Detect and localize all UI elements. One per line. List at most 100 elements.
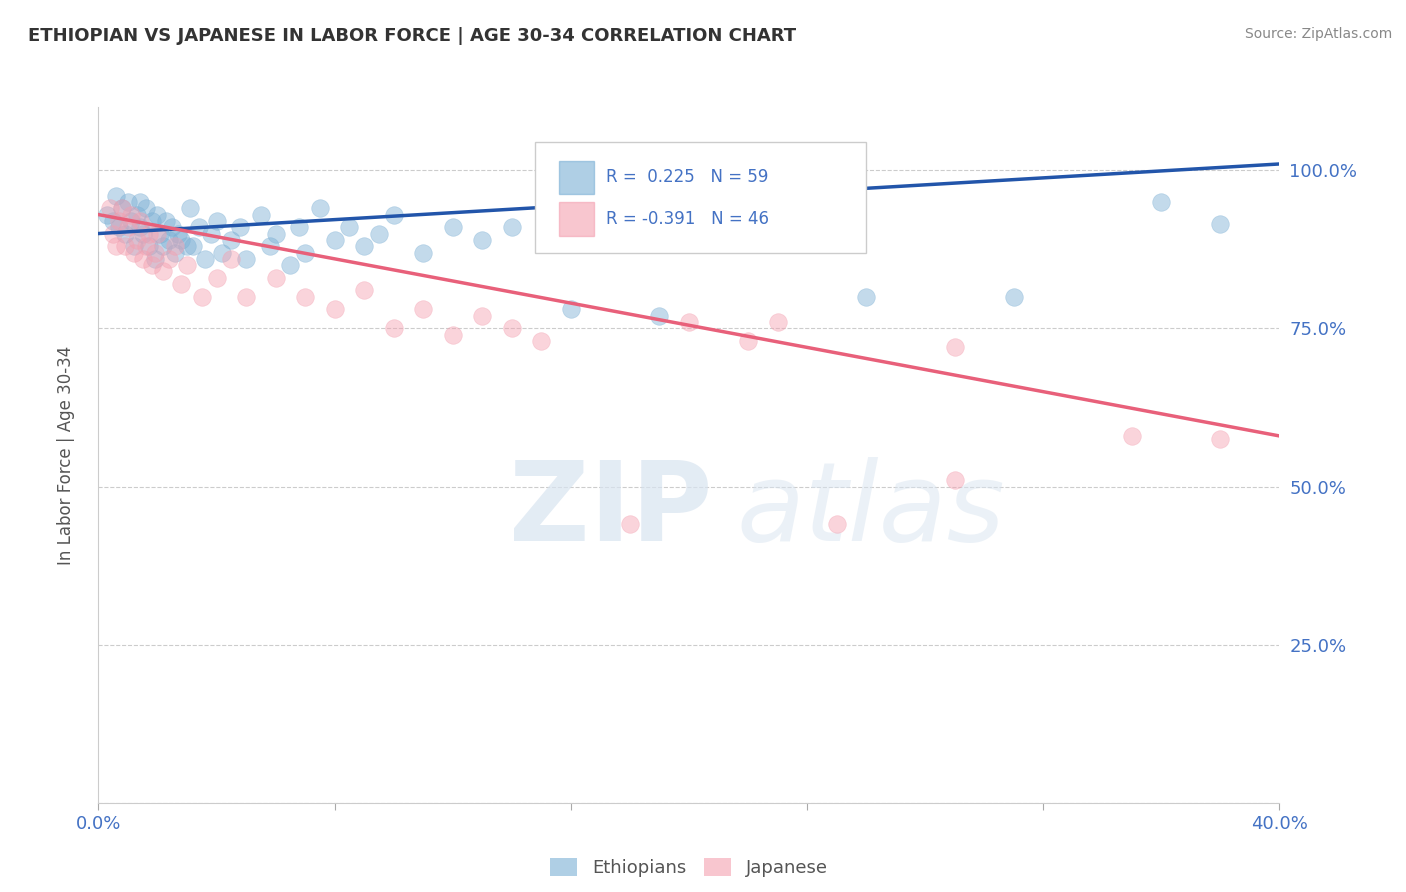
Point — [125, 233, 148, 247]
Point — [128, 214, 150, 228]
Point — [501, 321, 523, 335]
Point — [205, 270, 228, 285]
Point — [120, 208, 142, 222]
Point — [187, 220, 209, 235]
Point — [146, 227, 169, 241]
Point — [143, 245, 166, 260]
Point — [353, 239, 375, 253]
Text: ZIP: ZIP — [509, 457, 713, 564]
Point — [382, 208, 405, 222]
Point — [96, 208, 118, 222]
Point — [294, 290, 316, 304]
Point — [205, 214, 228, 228]
Point — [825, 517, 848, 532]
Point — [737, 334, 759, 348]
Point — [125, 208, 148, 222]
Point — [560, 302, 582, 317]
Point — [108, 214, 131, 228]
Point — [412, 302, 434, 317]
Point — [138, 239, 160, 253]
Point — [105, 188, 128, 202]
Point — [855, 290, 877, 304]
Point — [111, 201, 134, 215]
Point — [1209, 217, 1232, 231]
Point — [117, 220, 139, 235]
Point — [105, 239, 128, 253]
FancyBboxPatch shape — [536, 142, 866, 253]
Text: Source: ZipAtlas.com: Source: ZipAtlas.com — [1244, 27, 1392, 41]
Point — [152, 239, 174, 253]
Point — [471, 309, 494, 323]
Point — [382, 321, 405, 335]
Point — [1150, 194, 1173, 209]
Y-axis label: In Labor Force | Age 30-34: In Labor Force | Age 30-34 — [56, 345, 75, 565]
Text: R =  0.225   N = 59: R = 0.225 N = 59 — [606, 169, 769, 186]
Point — [191, 290, 214, 304]
Point — [619, 517, 641, 532]
Point — [278, 258, 302, 272]
Text: ETHIOPIAN VS JAPANESE IN LABOR FORCE | AGE 30-34 CORRELATION CHART: ETHIOPIAN VS JAPANESE IN LABOR FORCE | A… — [28, 27, 796, 45]
Point — [146, 208, 169, 222]
Point — [339, 220, 360, 235]
Point — [103, 214, 125, 228]
Point — [122, 239, 145, 253]
Point — [122, 245, 145, 260]
Point — [162, 220, 183, 235]
Point — [128, 220, 150, 235]
Point — [250, 208, 273, 222]
Text: R = -0.391   N = 46: R = -0.391 N = 46 — [606, 210, 769, 228]
Point — [114, 227, 136, 241]
Point — [111, 201, 134, 215]
Point — [501, 220, 523, 235]
Point — [560, 176, 582, 190]
Point — [108, 220, 131, 235]
Point — [181, 239, 204, 253]
Point — [176, 258, 198, 272]
Point — [200, 227, 222, 241]
Point — [1002, 290, 1025, 304]
Bar — [560, 161, 595, 194]
Point — [170, 277, 193, 292]
Point — [323, 233, 346, 247]
Point — [155, 214, 177, 228]
Point — [117, 194, 139, 209]
Point — [128, 194, 150, 209]
Point — [441, 220, 464, 235]
Point — [103, 227, 125, 241]
Point — [135, 239, 157, 253]
Point — [309, 201, 332, 215]
Point — [943, 473, 966, 487]
Point — [165, 245, 187, 260]
Point — [235, 252, 257, 266]
Point — [141, 258, 163, 272]
Point — [471, 233, 494, 247]
Point — [412, 245, 434, 260]
Point — [157, 233, 180, 247]
Text: atlas: atlas — [737, 457, 1005, 564]
Point — [441, 327, 464, 342]
Point — [176, 239, 198, 253]
Point — [288, 220, 311, 235]
Point — [678, 315, 700, 329]
Point — [264, 227, 287, 241]
Point — [179, 201, 201, 215]
Point — [530, 334, 553, 348]
Point — [114, 239, 136, 253]
Point — [132, 227, 155, 241]
Point — [120, 214, 142, 228]
Point — [165, 239, 187, 253]
Point — [219, 252, 242, 266]
Point — [943, 340, 966, 354]
Point — [132, 252, 155, 266]
Point — [1209, 432, 1232, 446]
Point — [766, 315, 789, 329]
Point — [294, 245, 316, 260]
Bar — [560, 202, 595, 235]
Point — [648, 309, 671, 323]
Point — [219, 233, 242, 247]
Point — [264, 270, 287, 285]
Point — [323, 302, 346, 317]
Point — [141, 214, 163, 228]
Point — [157, 252, 180, 266]
Point — [229, 220, 252, 235]
